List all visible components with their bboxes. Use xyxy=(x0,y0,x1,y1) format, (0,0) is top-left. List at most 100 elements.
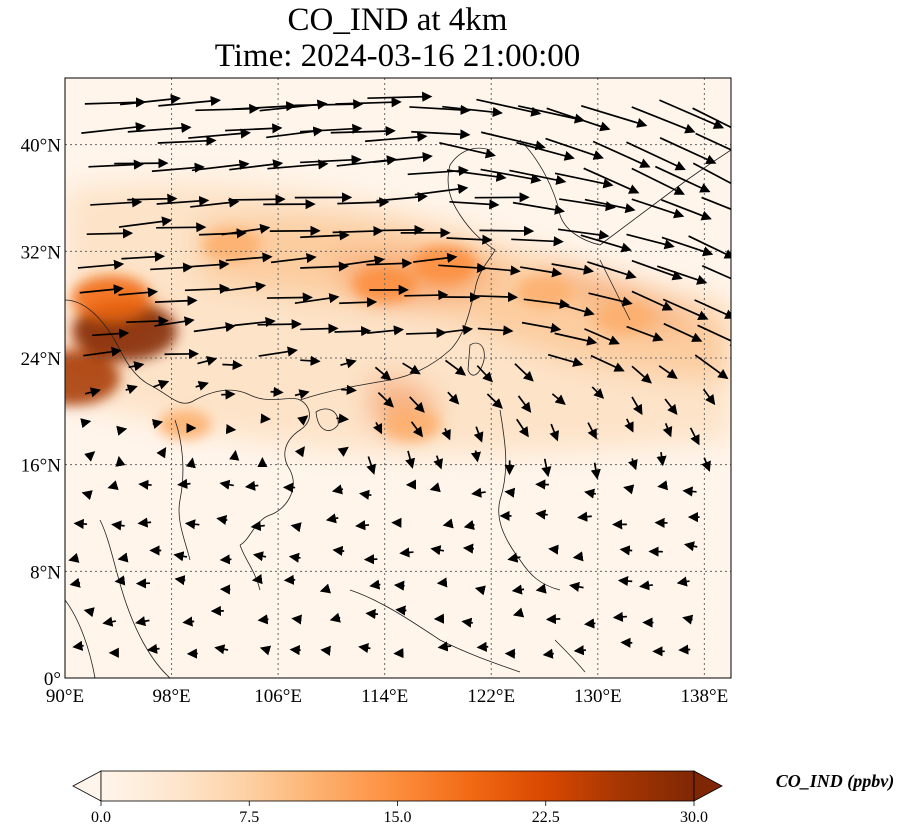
wind-arrow xyxy=(447,391,460,405)
wind-arrow xyxy=(340,358,357,369)
wind-arrow xyxy=(430,545,445,556)
wind-arrow xyxy=(224,281,267,292)
wind-arrow xyxy=(697,324,731,346)
wind-arrow xyxy=(366,456,377,475)
wind-arrow xyxy=(446,234,493,245)
wind-arrow xyxy=(156,222,207,233)
wind-arrow xyxy=(689,427,700,446)
wind-arrow xyxy=(157,135,217,146)
wind-arrow xyxy=(156,195,210,207)
wind-arrow xyxy=(399,547,414,558)
wind-arrow xyxy=(107,480,119,491)
wind-arrow xyxy=(476,98,542,117)
wind-arrow xyxy=(701,457,711,472)
lon-tick-labels: 90°E 98°E 106°E 114°E 122°E 130°E 138°E xyxy=(46,686,728,707)
wind-arrow xyxy=(584,198,636,214)
wind-arrow xyxy=(546,107,611,132)
wind-arrow xyxy=(692,162,731,185)
wind-arrow xyxy=(182,616,195,627)
wind-arrow xyxy=(377,391,394,408)
wind-arrow xyxy=(258,346,298,357)
wind-arrow xyxy=(116,425,128,436)
wind-arrow xyxy=(338,255,385,267)
wind-arrow xyxy=(334,325,372,337)
wind-arrow xyxy=(186,259,230,270)
wind-arrow xyxy=(373,151,433,163)
wind-arrow xyxy=(542,648,554,659)
wind-arrow xyxy=(569,581,584,592)
wind-arrow xyxy=(442,518,454,529)
wind-arrow xyxy=(393,580,405,591)
wind-arrow xyxy=(474,585,486,596)
wind-arrow xyxy=(692,107,731,129)
wind-arrow xyxy=(612,611,628,622)
lon-tick-label: 90°E xyxy=(46,686,84,707)
colorbar-extend-min xyxy=(72,770,102,802)
wind-arrow xyxy=(300,230,350,241)
wind-arrow xyxy=(654,165,711,193)
wind-arrow xyxy=(548,544,559,555)
wind-arrow xyxy=(219,554,232,565)
lat-tick-label: 16°N xyxy=(21,456,62,477)
wind-arrow xyxy=(554,332,598,346)
lat-tick-label: 32°N xyxy=(21,242,62,263)
wind-arrow xyxy=(216,514,228,526)
wind-arrow xyxy=(551,393,566,405)
wind-arrow xyxy=(244,480,259,491)
wind-arrow xyxy=(446,169,507,182)
wind-arrow xyxy=(701,196,731,211)
wind-arrow xyxy=(656,451,667,467)
wind-arrow xyxy=(221,389,236,400)
wind-arrow xyxy=(555,302,595,317)
wind-arrow xyxy=(320,645,331,656)
lat-tick-label: 24°N xyxy=(21,349,62,370)
chart-title: CO_IND at 4km xyxy=(287,2,508,38)
wind-arrow xyxy=(229,449,240,461)
wind-arrow xyxy=(659,99,725,129)
wind-arrow xyxy=(267,159,329,170)
wind-arrow xyxy=(535,583,547,594)
wind-arrow xyxy=(222,359,243,371)
wind-arrow xyxy=(470,450,481,463)
wind-arrow xyxy=(73,518,88,530)
wind-arrow xyxy=(127,122,192,133)
colorbar-tick-label: 30.0 xyxy=(680,809,708,826)
wind-arrow xyxy=(114,575,126,586)
wind-arrow xyxy=(184,283,230,294)
wind-arrow xyxy=(683,541,698,552)
wind-arrow xyxy=(297,415,309,426)
wind-arrow xyxy=(195,380,209,391)
colorbar-label: CO_IND (ppbv) xyxy=(776,771,895,792)
wind-arrow xyxy=(584,488,597,499)
wind-arrow xyxy=(291,614,302,625)
wind-arrow xyxy=(83,346,122,357)
wind-arrow xyxy=(177,478,191,489)
wind-arrow xyxy=(584,328,620,345)
wind-arrow xyxy=(219,479,234,490)
wind-arrow xyxy=(463,520,475,530)
wind-arrow xyxy=(660,198,712,221)
wind-arrow xyxy=(294,293,340,305)
wind-arrow xyxy=(587,261,637,280)
wind-arrow xyxy=(300,355,321,366)
wind-arrow xyxy=(682,614,694,625)
lon-tick-label: 98°E xyxy=(152,686,190,707)
wind-arrow xyxy=(294,389,310,400)
wind-arrow xyxy=(662,298,709,321)
wind-arrow xyxy=(663,322,703,342)
wind-arrow xyxy=(512,607,525,618)
wind-arrow xyxy=(125,384,138,395)
plume-1 xyxy=(65,350,120,406)
wind-vectors xyxy=(68,91,731,659)
wind-arrow xyxy=(429,482,441,493)
wind-arrow xyxy=(626,233,675,250)
wind-arrow xyxy=(68,552,80,563)
lon-tick-label: 138°E xyxy=(681,686,729,707)
wind-arrow xyxy=(551,263,595,275)
wind-arrow xyxy=(545,613,561,625)
wind-arrow xyxy=(366,325,405,336)
wind-arrow xyxy=(154,316,195,327)
colorbar-ramp xyxy=(100,770,695,802)
wind-arrow xyxy=(404,290,449,301)
